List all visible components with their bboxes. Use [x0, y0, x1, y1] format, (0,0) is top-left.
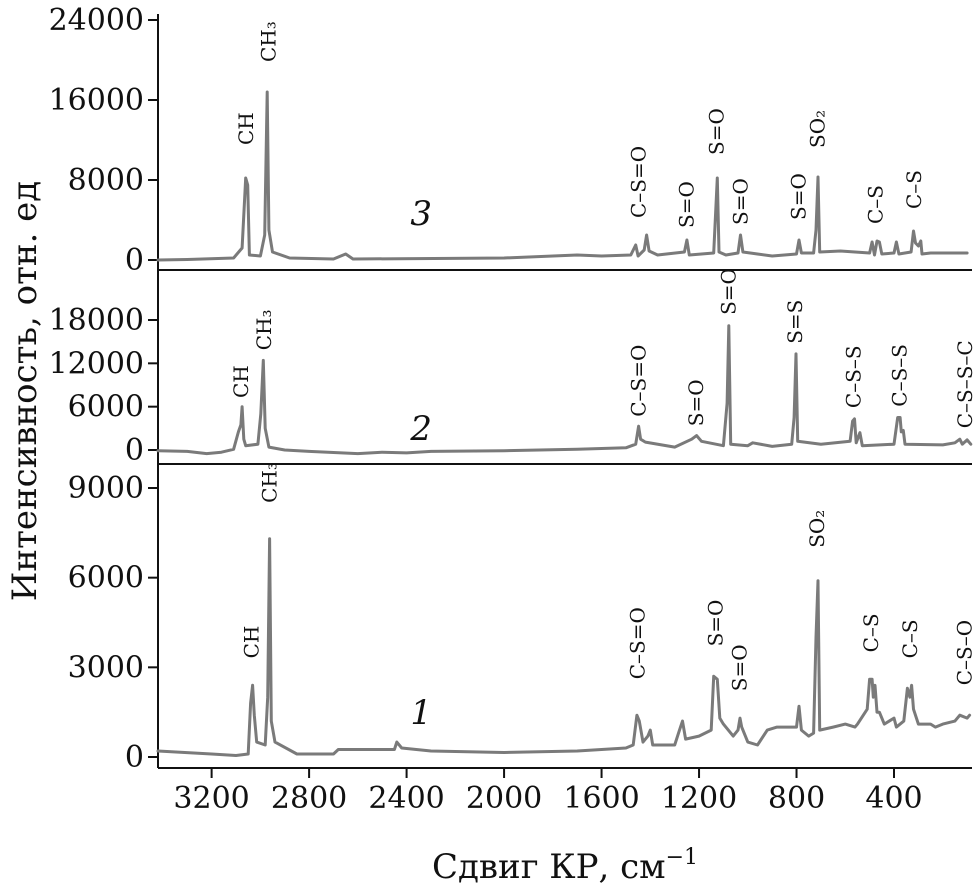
peak-label: S=O: [729, 178, 753, 225]
peak-label: C–S–O: [953, 620, 977, 685]
peak-label: CH₃: [257, 21, 281, 62]
peak-label: C–S: [902, 170, 926, 209]
y-tick-label: 0: [125, 433, 144, 468]
peak-label: S=S: [783, 300, 807, 344]
peak-label: S=O: [674, 181, 698, 228]
spectrum-curve-3: [156, 90, 969, 262]
peak-label: S=O: [704, 600, 728, 647]
peak-label: CH₃: [257, 462, 281, 503]
peak-label: C–S–S–C: [953, 340, 977, 428]
peak-label: S=O: [705, 108, 729, 155]
curve-number-label: 3: [410, 194, 432, 234]
x-tick-label: 800: [768, 781, 825, 816]
y-tick-label: 6000: [68, 561, 144, 596]
curve-number-label: 1: [410, 693, 432, 733]
peak-label: S=O: [728, 644, 752, 691]
x-tick-label: 2400: [368, 781, 444, 816]
peak-label: CH: [240, 626, 264, 659]
peak-label: SO₂: [806, 110, 830, 148]
y-tick-label: 3000: [68, 650, 144, 685]
y-tick-label: 24000: [49, 3, 144, 38]
y-tick-label: 6000: [68, 390, 144, 425]
peak-label: C–S–S: [842, 345, 866, 408]
peak-label: S=O: [716, 268, 740, 315]
curve-number-label: 2: [409, 409, 432, 449]
x-tick-label: 400: [865, 781, 922, 816]
peak-label: C–S: [859, 613, 883, 652]
peak-label: CH: [229, 365, 253, 398]
peak-label: C–S: [864, 185, 888, 224]
y-tick-label: 12000: [49, 346, 144, 381]
x-tick-label: 2000: [466, 781, 542, 816]
y-tick-label: 9000: [68, 471, 144, 506]
y-axis-label: Интенсивность, отн. ед: [5, 181, 45, 601]
peak-label: S=O: [787, 173, 811, 220]
y-tick-label: 18000: [49, 303, 144, 338]
peak-label: C–S=O: [626, 607, 650, 679]
x-tick-label: 1200: [661, 781, 737, 816]
x-tick-label: 1600: [563, 781, 639, 816]
y-tick-label: 0: [125, 243, 144, 278]
y-tick-label: 0: [125, 740, 144, 775]
peak-label: C–S=O: [627, 146, 651, 218]
y-tick-label: 8000: [68, 163, 144, 198]
peak-label: CH₃: [252, 310, 276, 351]
peak-label: CH: [234, 112, 258, 145]
x-tick-label: 2800: [271, 781, 347, 816]
spectrum-curve-2: [156, 324, 973, 456]
peak-label: SO₂: [805, 510, 829, 548]
peak-label: C–S–S: [887, 344, 911, 407]
x-tick-label: 3200: [173, 781, 249, 816]
y-tick-label: 16000: [49, 83, 144, 118]
peak-label: S=O: [684, 379, 708, 426]
peak-label: C–S=O: [627, 345, 651, 417]
x-axis-label: Сдвиг КР, см−1: [432, 845, 698, 887]
spectrum-curve-1: [156, 537, 972, 757]
peak-label: C–S: [898, 619, 922, 658]
